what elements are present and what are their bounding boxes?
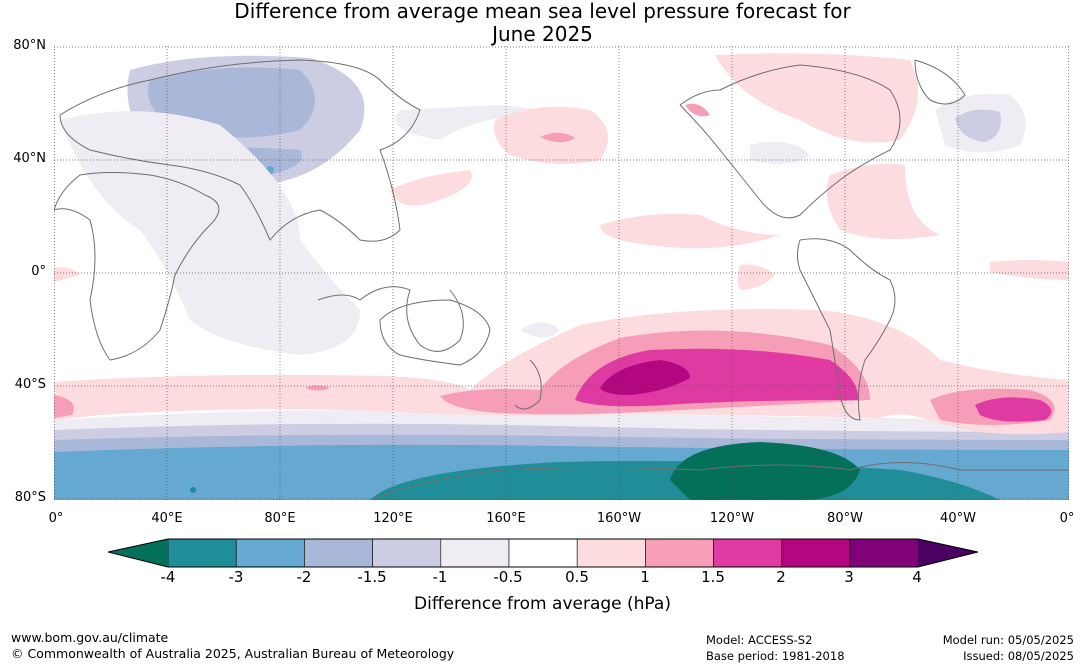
colorbar-outline: [108, 538, 978, 568]
colorbar-bin: [304, 538, 373, 568]
footer-issued: Issued: 08/05/2025: [963, 649, 1074, 663]
footer-model: Model: ACCESS-S2: [706, 633, 813, 647]
pressure-anomaly-map: [54, 46, 1069, 500]
colorbar-bin: [372, 538, 442, 568]
colorbar-tick: -1: [432, 568, 448, 586]
title-line-2: June 2025: [492, 22, 593, 46]
lon-label-160e: 160°E: [486, 511, 526, 526]
lat-label-0: 0°: [31, 264, 46, 279]
colorbar-tick: -0.5: [493, 568, 523, 586]
coastline-africa: [54, 172, 220, 361]
colorbar-bin: [440, 538, 510, 568]
colorbar-bin: [235, 538, 305, 568]
footer-model-run: Model run: 05/05/2025: [942, 633, 1074, 647]
lat-label-40s: 40°S: [14, 377, 46, 392]
coastline-greenland: [914, 59, 966, 105]
colorbar-tick: 0.5: [565, 568, 589, 586]
lon-label-120e: 120°E: [373, 511, 413, 526]
footer-website: www.bom.gov.au/climate: [11, 630, 169, 645]
lon-label-40e: 40°E: [151, 511, 183, 526]
coastline-antarctica: [369, 462, 1069, 500]
lon-label-160w: 160°W: [596, 511, 642, 526]
lon-label-120w: 120°W: [709, 511, 755, 526]
colorbar: [108, 538, 978, 568]
colorbar-under-arrow: [108, 539, 168, 567]
coastlines: [54, 59, 1069, 500]
lat-label-80n: 80°N: [13, 38, 46, 53]
colorbar-bin: [849, 538, 919, 568]
colorbar-bin: [576, 538, 646, 568]
colorbar-tick: 1: [640, 568, 650, 586]
northern-anomalies: [54, 53, 1069, 355]
colorbar-tick: -3: [228, 568, 244, 586]
footer-run-info: Model run: 05/05/2025 Issued: 08/05/2025: [943, 632, 1074, 664]
colorbar-tick: -1.5: [357, 568, 387, 586]
footer-model-info: Model: ACCESS-S2 Base period: 1981-2018: [706, 632, 845, 664]
coastline-north-america: [679, 64, 901, 219]
footer-copyright: © Commonwealth of Australia 2025, Austra…: [11, 646, 455, 661]
colorbar-tick: 3: [844, 568, 854, 586]
southern-high-anomalies: [54, 309, 1069, 435]
coastline-australia: [379, 299, 491, 366]
colorbar-over-arrow: [918, 539, 978, 567]
coastline-eurasia: [59, 59, 421, 242]
lon-label-0-left: 0°: [48, 511, 64, 526]
footer-left: www.bom.gov.au/climate © Commonwealth of…: [11, 630, 454, 662]
colorbar-bins: [167, 538, 919, 568]
map-svg: [54, 46, 1069, 500]
coastline-new-zealand: [514, 359, 542, 410]
gridlines: [54, 46, 1069, 500]
coastline-south-america: [797, 238, 896, 421]
colorbar-label: Difference from average (hPa): [414, 594, 671, 614]
lon-label-40w: 40°W: [940, 511, 976, 526]
footer-base-period: Base period: 1981-2018: [706, 649, 845, 663]
colorbar-bin: [508, 538, 578, 568]
colorbar-bin: [713, 538, 783, 568]
lon-label-80w: 80°W: [827, 511, 863, 526]
coastline-indonesia: [317, 286, 464, 352]
southern-ocean-bands: [54, 409, 1069, 500]
colorbar-bin: [645, 538, 714, 568]
title-line-1: Difference from average mean sea level p…: [234, 0, 851, 23]
colorbar-tick: 4: [912, 568, 922, 586]
map-title: Difference from average mean sea level p…: [0, 0, 1085, 46]
colorbar-tick: -2: [296, 568, 312, 586]
colorbar-tick: 1.5: [701, 568, 725, 586]
lon-label-0-right: 0°: [1059, 511, 1075, 526]
colorbar-bin: [781, 538, 851, 568]
colorbar-tick: -4: [160, 568, 176, 586]
colorbar-tick: 2: [776, 568, 786, 586]
lat-label-80s: 80°S: [14, 490, 46, 505]
lat-label-40n: 40°N: [13, 151, 46, 166]
colorbar-bin: [167, 538, 237, 568]
lon-label-80e: 80°E: [264, 511, 296, 526]
